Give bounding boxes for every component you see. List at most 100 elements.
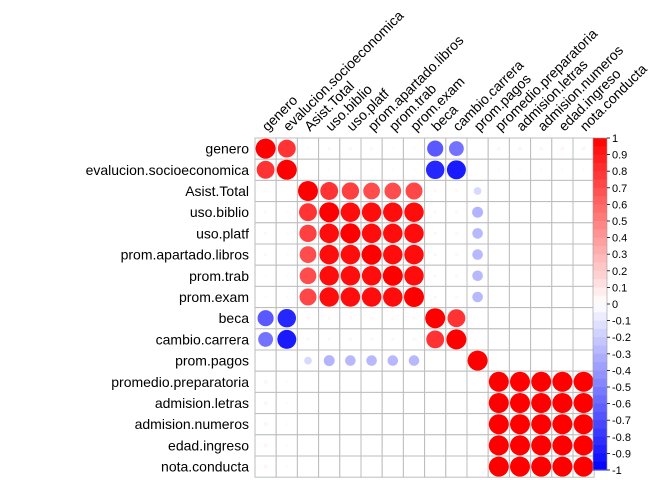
legend-swatch bbox=[593, 378, 607, 388]
correlation-circle-prom.pagos-genero bbox=[264, 359, 267, 362]
legend-swatch bbox=[593, 461, 607, 471]
correlation-circle-nota.conducta-prom.exam bbox=[413, 465, 415, 468]
legend-swatch bbox=[593, 428, 607, 438]
correlation-circle-uso.biblio-evalucion.socioeconomica bbox=[285, 210, 289, 214]
legend-swatch bbox=[593, 254, 607, 264]
correlation-circle-admision.numeros-uso.biblio bbox=[328, 423, 331, 426]
correlation-circle-uso.platf-edad.ingreso bbox=[561, 232, 564, 235]
correlation-circle-beca-genero bbox=[257, 310, 274, 327]
correlation-circle-uso.biblio-prom.exam bbox=[404, 202, 424, 222]
correlation-circle-nota.conducta-uso.biblio bbox=[328, 465, 331, 468]
correlation-circle-beca-promedio.preparatoria bbox=[497, 317, 500, 320]
correlation-circle-prom.pagos-uso.platf bbox=[345, 355, 356, 366]
correlation-circle-prom.trab-genero bbox=[264, 274, 268, 278]
correlation-circle-genero-edad.ingreso bbox=[560, 146, 565, 151]
legend-swatch bbox=[593, 395, 607, 405]
correlation-circle-nota.conducta-nota.conducta bbox=[573, 456, 594, 477]
correlation-circle-prom.exam-edad.ingreso bbox=[561, 296, 564, 298]
correlation-circle-evalucion.socioeconomica-admision.letras bbox=[518, 168, 522, 172]
correlation-circle-nota.conducta-cambio.carrera bbox=[455, 465, 458, 468]
correlation-circle-cambio.carrera-beca bbox=[426, 330, 445, 349]
legend-tick-label: -0.3 bbox=[612, 349, 631, 361]
correlation-circle-nota.conducta-promedio.preparatoria bbox=[488, 456, 509, 477]
legend-tick-label: 1 bbox=[612, 133, 618, 145]
correlation-circle-uso.platf-admision.numeros bbox=[540, 232, 543, 235]
correlation-circle-promedio.preparatoria-prom.trab bbox=[391, 380, 394, 383]
correlation-circle-promedio.preparatoria-genero bbox=[263, 379, 268, 384]
correlation-circle-prom.trab-prom.exam bbox=[404, 266, 424, 286]
correlation-circle-beca-evalucion.socioeconomica bbox=[277, 308, 297, 328]
correlation-circle-Asist.Total-Asist.Total bbox=[298, 181, 318, 201]
correlation-circle-promedio.preparatoria-prom.apartado.libros bbox=[370, 380, 373, 383]
correlation-circle-admision.numeros-Asist.Total bbox=[307, 423, 309, 426]
correlation-circle-prom.trab-prom.pagos bbox=[472, 270, 483, 282]
correlation-circle-edad.ingreso-evalucion.socioeconomica bbox=[285, 443, 289, 447]
correlation-circle-prom.pagos-admision.numeros bbox=[540, 359, 543, 362]
correlation-circle-admision.letras-nota.conducta bbox=[573, 393, 594, 413]
correlation-circle-genero-prom.trab bbox=[391, 147, 395, 151]
correlation-circle-cambio.carrera-prom.apartado.libros bbox=[369, 337, 374, 342]
correlation-circle-prom.exam-genero bbox=[264, 295, 268, 299]
correlation-circle-evalucion.socioeconomica-uso.biblio bbox=[327, 168, 331, 172]
correlation-circle-prom.trab-admision.letras bbox=[519, 274, 521, 277]
correlation-circle-evalucion.socioeconomica-nota.conducta bbox=[582, 168, 586, 172]
correlation-circle-Asist.Total-prom.apartado.libros bbox=[363, 182, 380, 200]
correlation-circle-promedio.preparatoria-edad.ingreso bbox=[552, 371, 573, 392]
correlation-circle-admision.letras-beca bbox=[434, 402, 437, 404]
correlation-circle-beca-prom.apartado.libros bbox=[369, 316, 374, 320]
correlation-circle-prom.trab-nota.conducta bbox=[582, 274, 585, 277]
correlation-circle-prom.apartado.libros-edad.ingreso bbox=[561, 253, 564, 256]
correlation-circle-admision.letras-prom.pagos bbox=[476, 402, 479, 404]
correlation-circle-uso.platf-cambio.carrera bbox=[454, 231, 459, 236]
correlation-circle-beca-edad.ingreso bbox=[561, 317, 564, 320]
row-label: cambio.carrera bbox=[156, 331, 250, 347]
correlation-circle-admision.letras-Asist.Total bbox=[307, 402, 309, 404]
correlation-circle-cambio.carrera-promedio.preparatoria bbox=[497, 338, 500, 341]
correlation-circle-prom.apartado.libros-genero bbox=[263, 252, 268, 257]
legend-tick-label: 0.5 bbox=[612, 216, 627, 228]
correlation-circle-Asist.Total-prom.pagos bbox=[473, 187, 482, 195]
correlation-circle-prom.exam-admision.letras bbox=[519, 296, 521, 298]
legend-tick-label: 0.2 bbox=[612, 266, 627, 278]
correlation-circle-beca-uso.platf bbox=[348, 316, 353, 320]
correlation-circle-Asist.Total-admision.letras bbox=[519, 190, 521, 192]
correlation-circle-uso.platf-prom.pagos bbox=[472, 228, 483, 239]
legend-tick-label: 0.9 bbox=[612, 150, 627, 162]
legend-swatch bbox=[593, 370, 607, 380]
row-label: uso.platf bbox=[196, 225, 249, 241]
correlation-circle-uso.biblio-Asist.Total bbox=[299, 203, 317, 222]
correlation-circle-admision.letras-genero bbox=[263, 401, 268, 405]
correlation-circle-cambio.carrera-prom.trab bbox=[391, 337, 395, 342]
correlation-circle-Asist.Total-cambio.carrera bbox=[454, 189, 459, 193]
correlation-circle-uso.platf-Asist.Total bbox=[299, 224, 317, 243]
correlation-circle-genero-prom.pagos bbox=[476, 147, 479, 150]
correlation-circle-prom.apartado.libros-beca bbox=[433, 252, 437, 257]
correlation-circle-prom.trab-prom.trab bbox=[382, 265, 403, 286]
correlation-circle-admision.numeros-nota.conducta bbox=[573, 414, 594, 435]
correlation-circle-uso.platf-uso.biblio bbox=[319, 223, 339, 244]
legend-swatch bbox=[593, 237, 607, 247]
correlation-circle-prom.pagos-prom.apartado.libros bbox=[366, 355, 377, 366]
legend-tick-label: 0.1 bbox=[612, 282, 627, 294]
correlation-circle-prom.apartado.libros-prom.apartado.libros bbox=[361, 244, 382, 265]
correlation-circle-promedio.preparatoria-promedio.preparatoria bbox=[488, 371, 509, 392]
row-label: evalucion.socioeconomica bbox=[86, 162, 250, 178]
correlation-circle-cambio.carrera-prom.exam bbox=[412, 337, 416, 342]
correlation-circle-uso.biblio-nota.conducta bbox=[582, 211, 585, 214]
correlation-circle-prom.pagos-admision.letras bbox=[519, 359, 521, 362]
correlation-circle-cambio.carrera-genero bbox=[258, 331, 274, 347]
correlation-circle-prom.exam-uso.biblio bbox=[319, 287, 339, 307]
correlation-circle-prom.apartado.libros-uso.biblio bbox=[319, 244, 339, 265]
legend-swatch bbox=[593, 196, 607, 205]
correlation-circle-prom.trab-edad.ingreso bbox=[561, 274, 564, 277]
correlation-circle-edad.ingreso-nota.conducta bbox=[573, 435, 594, 456]
correlation-circle-prom.pagos-nota.conducta bbox=[582, 359, 585, 362]
correlation-circle-prom.apartado.libros-promedio.preparatoria bbox=[497, 253, 500, 256]
legend-swatch bbox=[593, 204, 607, 214]
row-label: admision.numeros bbox=[135, 416, 249, 432]
correlation-circle-cambio.carrera-uso.biblio bbox=[327, 337, 331, 342]
correlation-circle-uso.platf-prom.trab bbox=[383, 223, 403, 244]
correlation-circle-prom.trab-prom.apartado.libros bbox=[361, 266, 382, 286]
correlation-circle-prom.apartado.libros-admision.numeros bbox=[540, 253, 543, 256]
legend-tick-label: -0.2 bbox=[612, 332, 631, 344]
